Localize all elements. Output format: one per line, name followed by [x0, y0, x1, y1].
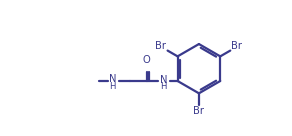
Text: H: H	[109, 82, 115, 91]
Text: N: N	[160, 75, 168, 85]
Text: H: H	[160, 82, 166, 91]
Text: N: N	[109, 75, 117, 84]
Text: Br: Br	[231, 41, 242, 51]
Text: Br: Br	[155, 41, 166, 51]
Text: O: O	[143, 55, 151, 65]
Text: Br: Br	[193, 106, 204, 116]
